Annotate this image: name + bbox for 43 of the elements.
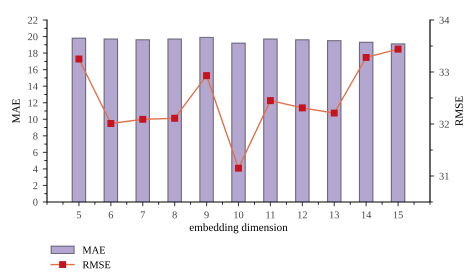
y-axis-title: MAE	[12, 99, 20, 124]
y2-tick-label: 31	[440, 172, 449, 180]
y2-axis-title: RMSE	[455, 96, 463, 126]
y-tick-label: 14	[28, 82, 38, 90]
x-tick-label: 15	[394, 211, 403, 218]
y-tick-label: 18	[28, 50, 38, 57]
x-tick-label: 12	[298, 211, 307, 218]
legend-label: MAE	[82, 246, 106, 254]
x-tick-label: 13	[330, 211, 340, 218]
y-tick-label: 20	[28, 33, 38, 40]
point	[203, 72, 210, 80]
y2-tick-label: 34	[440, 16, 450, 24]
point	[139, 116, 146, 123]
y-tick-label: 12	[28, 99, 38, 106]
y-tick-label: 22	[28, 16, 38, 24]
y-tick-label: 10	[28, 116, 38, 123]
x-tick-label: 8	[172, 211, 177, 218]
x-axis-title: embedding dimension	[190, 223, 288, 234]
y2-tick-label: 33	[440, 68, 450, 76]
x-tick-label: 6	[108, 211, 114, 218]
point	[171, 114, 178, 122]
point	[298, 104, 306, 112]
x-tick-label: 9	[204, 211, 209, 218]
y-tick-label: 16	[28, 66, 38, 74]
y-tick-label: 2	[33, 182, 38, 190]
x-tick-label: 14	[362, 211, 372, 218]
point	[235, 164, 242, 172]
point	[362, 54, 370, 61]
point	[394, 46, 402, 53]
x-tick-label: 10	[234, 211, 244, 218]
legend-label: RMSE	[82, 261, 110, 268]
y-tick-label: 8	[33, 132, 38, 140]
x-tick-label: 11	[266, 211, 275, 218]
y-tick-label: 4	[32, 166, 38, 173]
y-tick-label: 6	[33, 149, 38, 156]
point	[75, 56, 82, 62]
point	[330, 110, 338, 117]
y-tick-label: 0	[33, 198, 38, 206]
y2-tick-label: 32	[440, 120, 449, 128]
x-tick-label: 7	[140, 211, 146, 218]
point	[107, 120, 114, 127]
x-tick-label: 5	[76, 211, 82, 218]
point	[266, 97, 274, 104]
